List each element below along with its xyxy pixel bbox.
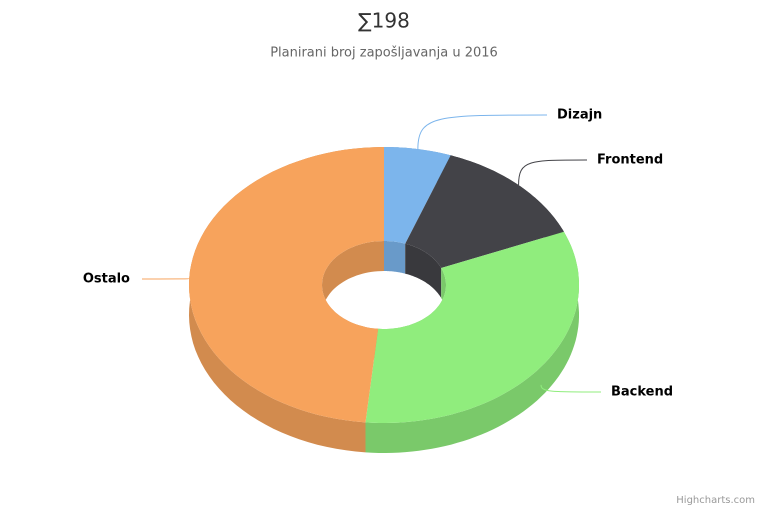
slice-inner-wall — [405, 243, 442, 298]
data-label: Frontend — [597, 153, 663, 168]
data-label: Ostalo — [83, 272, 130, 287]
connector — [518, 159, 588, 186]
slice — [384, 147, 451, 244]
data-label: Dizajn — [557, 108, 602, 123]
tops — [189, 147, 579, 423]
chart-subtitle: Planirani broj zapošljavanja u 2016 — [270, 46, 498, 61]
chart-title: ∑198 — [358, 9, 410, 33]
connector — [417, 114, 548, 150]
slice-inner-wall — [384, 241, 406, 274]
connector — [540, 384, 602, 393]
slice — [405, 155, 564, 268]
slice-outer-wall — [365, 231, 579, 453]
slice — [365, 231, 579, 423]
connector — [141, 277, 190, 280]
data-label: Backend — [611, 385, 673, 400]
slice — [189, 147, 384, 423]
credits: Highcharts.com — [676, 495, 755, 506]
